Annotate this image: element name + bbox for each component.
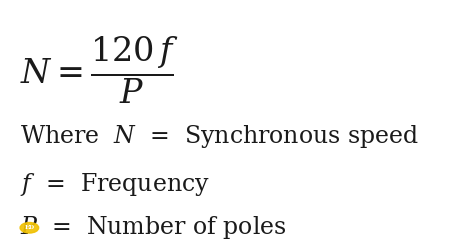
Text: ED: ED (24, 225, 35, 230)
Text: $f$  =  Frequency: $f$ = Frequency (19, 171, 210, 198)
Circle shape (20, 223, 39, 233)
Text: Where  $N$  =  Synchronous speed: Where $N$ = Synchronous speed (19, 123, 419, 150)
Text: $N = \dfrac{120\,f}{P}$: $N = \dfrac{120\,f}{P}$ (19, 34, 178, 105)
Text: $P$  =  Number of poles: $P$ = Number of poles (19, 214, 286, 241)
